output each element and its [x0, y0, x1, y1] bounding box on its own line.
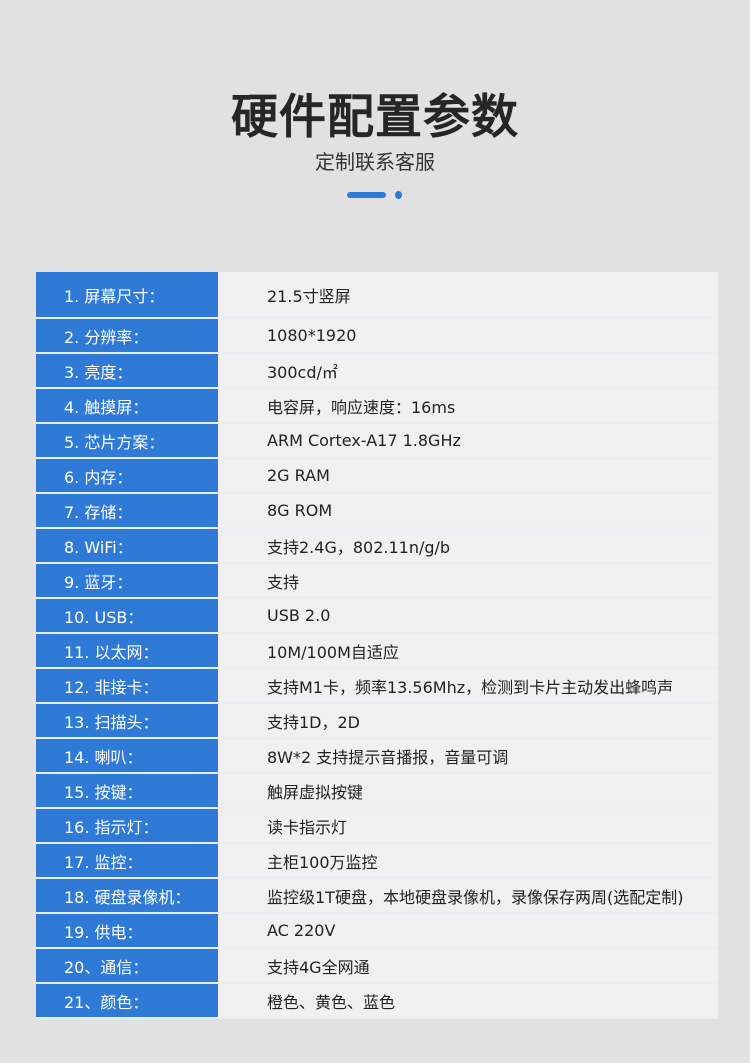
spec-value: 1080*1920 — [218, 319, 718, 352]
spec-value: 支持 — [218, 564, 718, 597]
spec-label: 4. 触摸屏： — [36, 389, 218, 422]
spec-row: 11. 以太网： 10M/100M自适应 — [36, 634, 718, 669]
spec-row: 6. 内存： 2G RAM — [36, 459, 718, 494]
spec-value: 读卡指示灯 — [218, 809, 718, 842]
spec-row: 5. 芯片方案： ARM Cortex-A17 1.8GHz — [36, 424, 718, 459]
spec-row: 8. WiFi： 支持2.4G，802.11n/g/b — [36, 529, 718, 564]
spec-row: 14. 喇叭： 8W*2 支持提示音播报，音量可调 — [36, 739, 718, 774]
spec-value: 8W*2 支持提示音播报，音量可调 — [218, 739, 718, 772]
spec-label: 1. 屏幕尺寸： — [36, 272, 218, 317]
spec-row: 4. 触摸屏： 电容屏，响应速度：16ms — [36, 389, 718, 424]
spec-label: 6. 内存： — [36, 459, 218, 492]
spec-row: 12. 非接卡： 支持M1卡，频率13.56Mhz，检测到卡片主动发出蜂鸣声 — [36, 669, 718, 704]
spec-label: 12. 非接卡： — [36, 669, 218, 702]
spec-value: 支持4G全网通 — [218, 949, 718, 982]
spec-row: 13. 扫描头： 支持1D，2D — [36, 704, 718, 739]
spec-row: 3. 亮度： 300cd/㎡ — [36, 354, 718, 389]
spec-value: 支持2.4G，802.11n/g/b — [218, 529, 718, 562]
spec-value: 300cd/㎡ — [218, 354, 718, 387]
spec-label: 17. 监控： — [36, 844, 218, 877]
spec-value: AC 220V — [218, 914, 718, 947]
spec-row: 20、通信： 支持4G全网通 — [36, 949, 718, 984]
spec-value: 主柜100万监控 — [218, 844, 718, 877]
spec-value: 橙色、黄色、蓝色 — [218, 984, 718, 1017]
spec-row: 21、颜色： 橙色、黄色、蓝色 — [36, 984, 718, 1019]
spec-value: ARM Cortex-A17 1.8GHz — [218, 424, 718, 457]
spec-label: 14. 喇叭： — [36, 739, 218, 772]
spec-label: 10. USB： — [36, 599, 218, 632]
spec-table: 1. 屏幕尺寸： 21.5寸竖屏 2. 分辨率： 1080*1920 3. 亮度： 300… — [36, 272, 718, 1019]
spec-label: 19. 供电： — [36, 914, 218, 947]
page-subtitle: 定制联系客服 — [315, 150, 435, 174]
spec-value: 电容屏，响应速度：16ms — [218, 389, 718, 422]
spec-label: 8. WiFi： — [36, 529, 218, 562]
spec-row: 17. 监控： 主柜100万监控 — [36, 844, 718, 879]
spec-row: 15. 按键： 触屏虚拟按键 — [36, 774, 718, 809]
spec-row: 10. USB： USB 2.0 — [36, 599, 718, 634]
decorative-dot — [395, 191, 402, 199]
spec-row: 19. 供电： AC 220V — [36, 914, 718, 949]
spec-label: 3. 亮度： — [36, 354, 218, 387]
spec-label: 9. 蓝牙： — [36, 564, 218, 597]
spec-label: 2. 分辨率： — [36, 319, 218, 352]
page-title: 硬件配置参数 — [231, 90, 519, 145]
spec-value: 10M/100M自适应 — [218, 634, 718, 667]
spec-label: 15. 按键： — [36, 774, 218, 807]
spec-row: 9. 蓝牙： 支持 — [36, 564, 718, 599]
spec-value: 21.5寸竖屏 — [218, 272, 718, 317]
spec-label: 11. 以太网： — [36, 634, 218, 667]
spec-label: 5. 芯片方案： — [36, 424, 218, 457]
decorative-dash — [347, 192, 386, 198]
spec-value: 8G ROM — [218, 494, 718, 527]
spec-label: 21、颜色： — [36, 984, 218, 1017]
spec-value: 监控级1T硬盘，本地硬盘录像机，录像保存两周(选配定制) — [218, 879, 718, 912]
spec-label: 7. 存储： — [36, 494, 218, 527]
spec-value: 支持M1卡，频率13.56Mhz，检测到卡片主动发出蜂鸣声 — [218, 669, 718, 702]
spec-row: 16. 指示灯： 读卡指示灯 — [36, 809, 718, 844]
spec-value: 触屏虚拟按键 — [218, 774, 718, 807]
spec-row: 7. 存储： 8G ROM — [36, 494, 718, 529]
spec-label: 20、通信： — [36, 949, 218, 982]
spec-row: 18. 硬盘录像机： 监控级1T硬盘，本地硬盘录像机，录像保存两周(选配定制) — [36, 879, 718, 914]
spec-value: 支持1D，2D — [218, 704, 718, 737]
spec-value: USB 2.0 — [218, 599, 718, 632]
spec-label: 13. 扫描头： — [36, 704, 218, 737]
spec-row: 2. 分辨率： 1080*1920 — [36, 319, 718, 354]
spec-value: 2G RAM — [218, 459, 718, 492]
spec-label: 16. 指示灯： — [36, 809, 218, 842]
spec-label: 18. 硬盘录像机： — [36, 879, 218, 912]
spec-row: 1. 屏幕尺寸： 21.5寸竖屏 — [36, 272, 718, 319]
